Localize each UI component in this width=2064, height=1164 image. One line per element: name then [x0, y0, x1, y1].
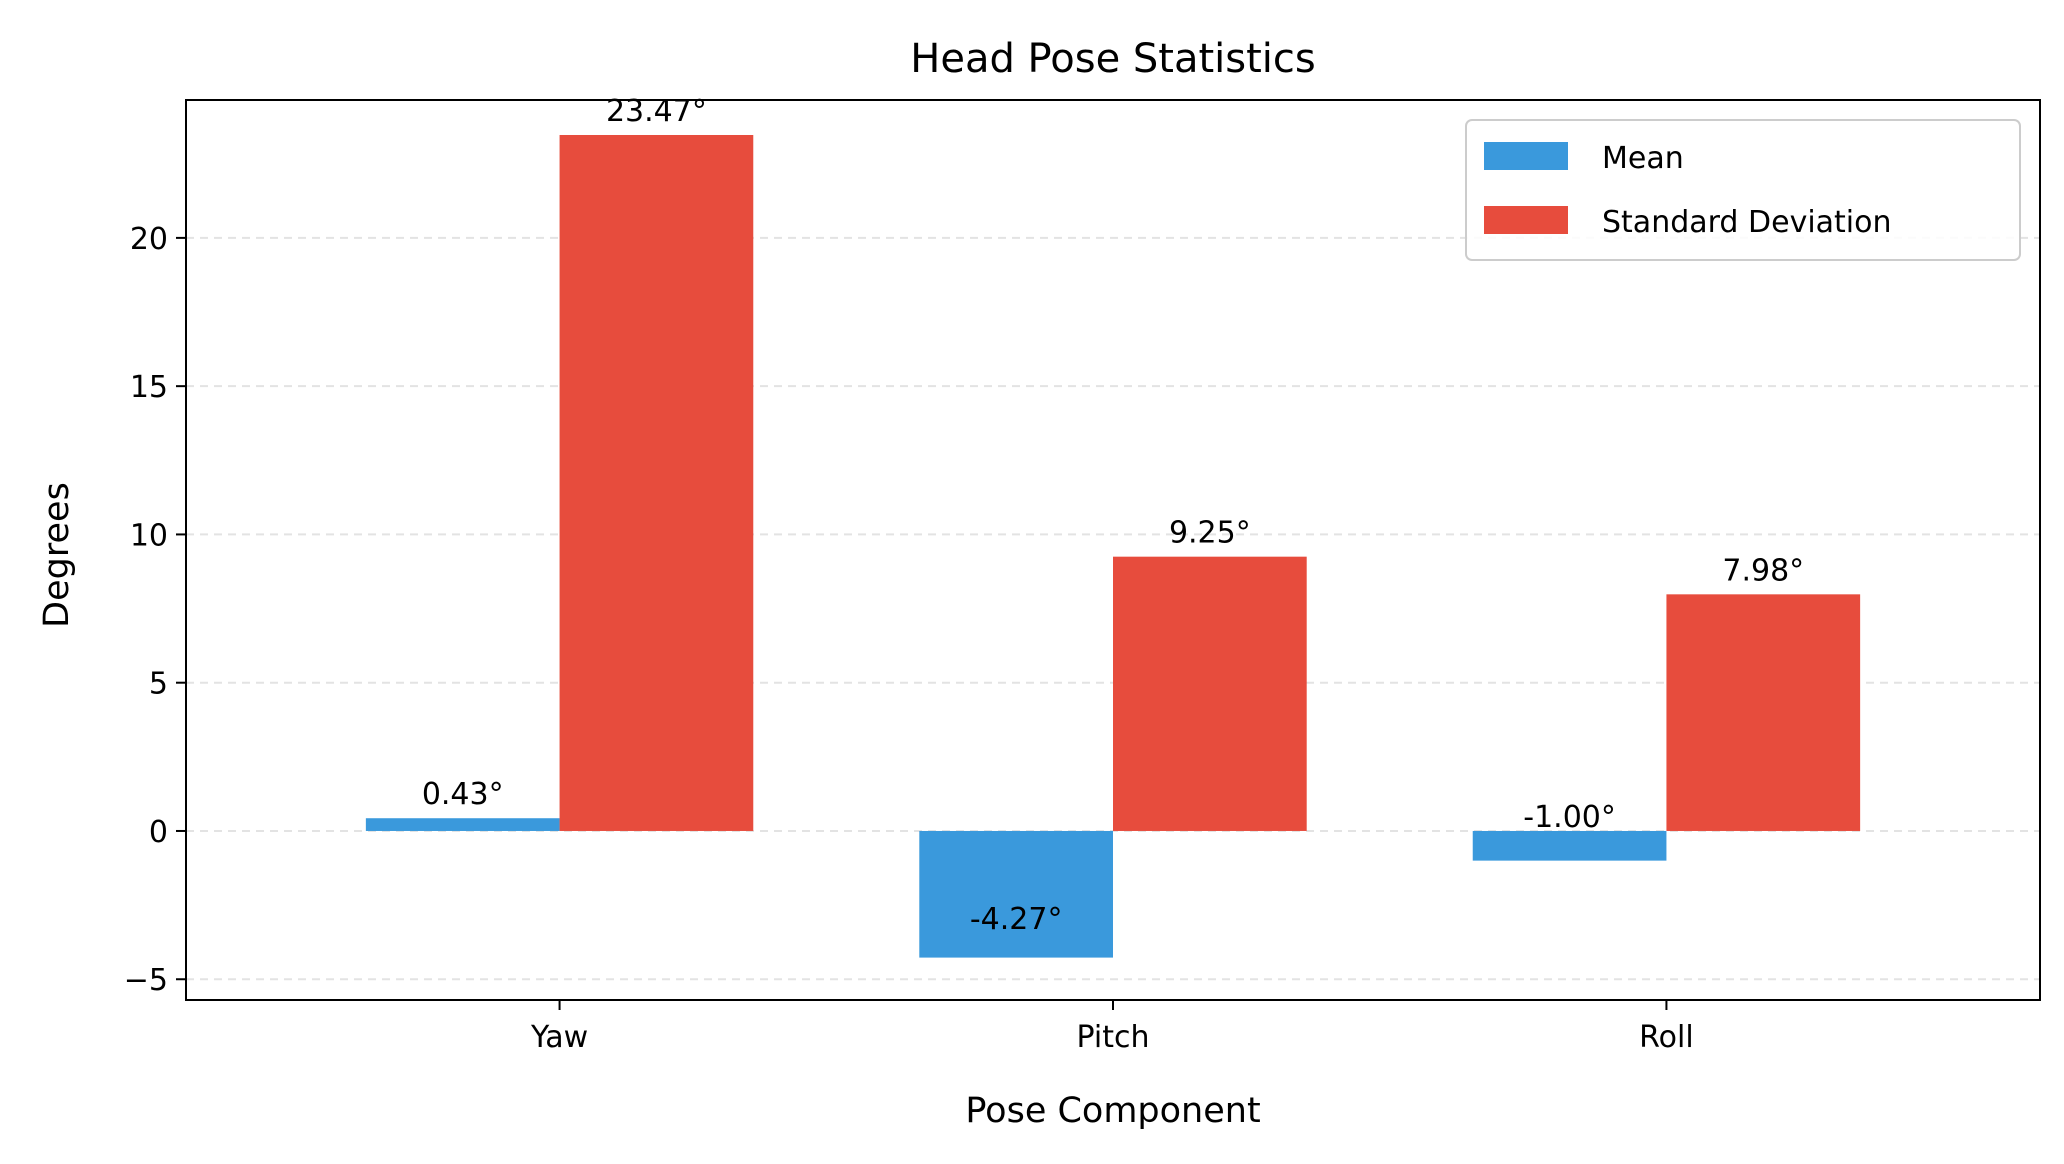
- bar-value-labels: 0.43° 23.47° -4.27° 9.25° -1.00° 7.98°: [422, 94, 1804, 937]
- x-tick-label: Yaw: [530, 1020, 588, 1055]
- y-tick-label: 20: [130, 222, 168, 257]
- x-tick-label: Roll: [1639, 1020, 1694, 1055]
- bar-mean-roll: [1472, 830, 1667, 861]
- bar-value-label: 9.25°: [1169, 516, 1251, 551]
- legend: Mean Standard Deviation: [1465, 119, 2021, 261]
- bars: [365, 134, 1861, 958]
- bar-standard-deviation-pitch: [1113, 556, 1307, 831]
- axis-ticks: −5 0 5 10 15 20 Yaw Pitch Roll: [124, 222, 1694, 1055]
- y-tick-label: 15: [130, 370, 168, 405]
- bar-mean-yaw: [365, 818, 560, 831]
- x-axis-label: Pose Component: [965, 1091, 1260, 1131]
- y-tick-label: 5: [149, 667, 168, 702]
- y-tick-label: 0: [149, 815, 168, 850]
- y-tick-label: −5: [124, 963, 168, 998]
- bar-standard-deviation-yaw: [559, 134, 754, 831]
- bar-value-label: 7.98°: [1722, 553, 1804, 588]
- chart-title: Head Pose Statistics: [910, 36, 1316, 82]
- x-tick-label: Pitch: [1076, 1020, 1149, 1055]
- bar-value-label: -4.27°: [970, 902, 1063, 937]
- bar-value-label: 23.47°: [606, 94, 707, 129]
- bar-mean-pitch: [919, 830, 1113, 958]
- bar-value-label: 0.43°: [422, 777, 504, 812]
- bar-standard-deviation-roll: [1666, 594, 1861, 831]
- bar-value-label: -1.00°: [1523, 800, 1616, 835]
- legend-frame: [1465, 119, 2021, 261]
- legend-label-standard-deviation: Standard Deviation: [1602, 205, 1892, 240]
- legend-swatch-mean: [1484, 142, 1568, 170]
- y-tick-label: 10: [130, 518, 168, 553]
- legend-swatch-standard-deviation: [1484, 206, 1568, 234]
- y-axis-label: Degrees: [37, 482, 77, 628]
- legend-label-mean: Mean: [1602, 141, 1684, 176]
